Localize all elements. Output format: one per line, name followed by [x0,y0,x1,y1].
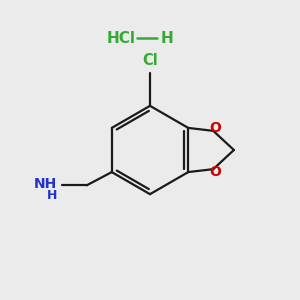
Text: HCl: HCl [106,31,135,46]
Text: NH: NH [34,177,57,191]
Text: Cl: Cl [142,53,158,68]
Text: O: O [209,165,221,179]
Text: H: H [160,31,173,46]
Text: O: O [209,121,221,135]
Text: H: H [47,189,57,202]
